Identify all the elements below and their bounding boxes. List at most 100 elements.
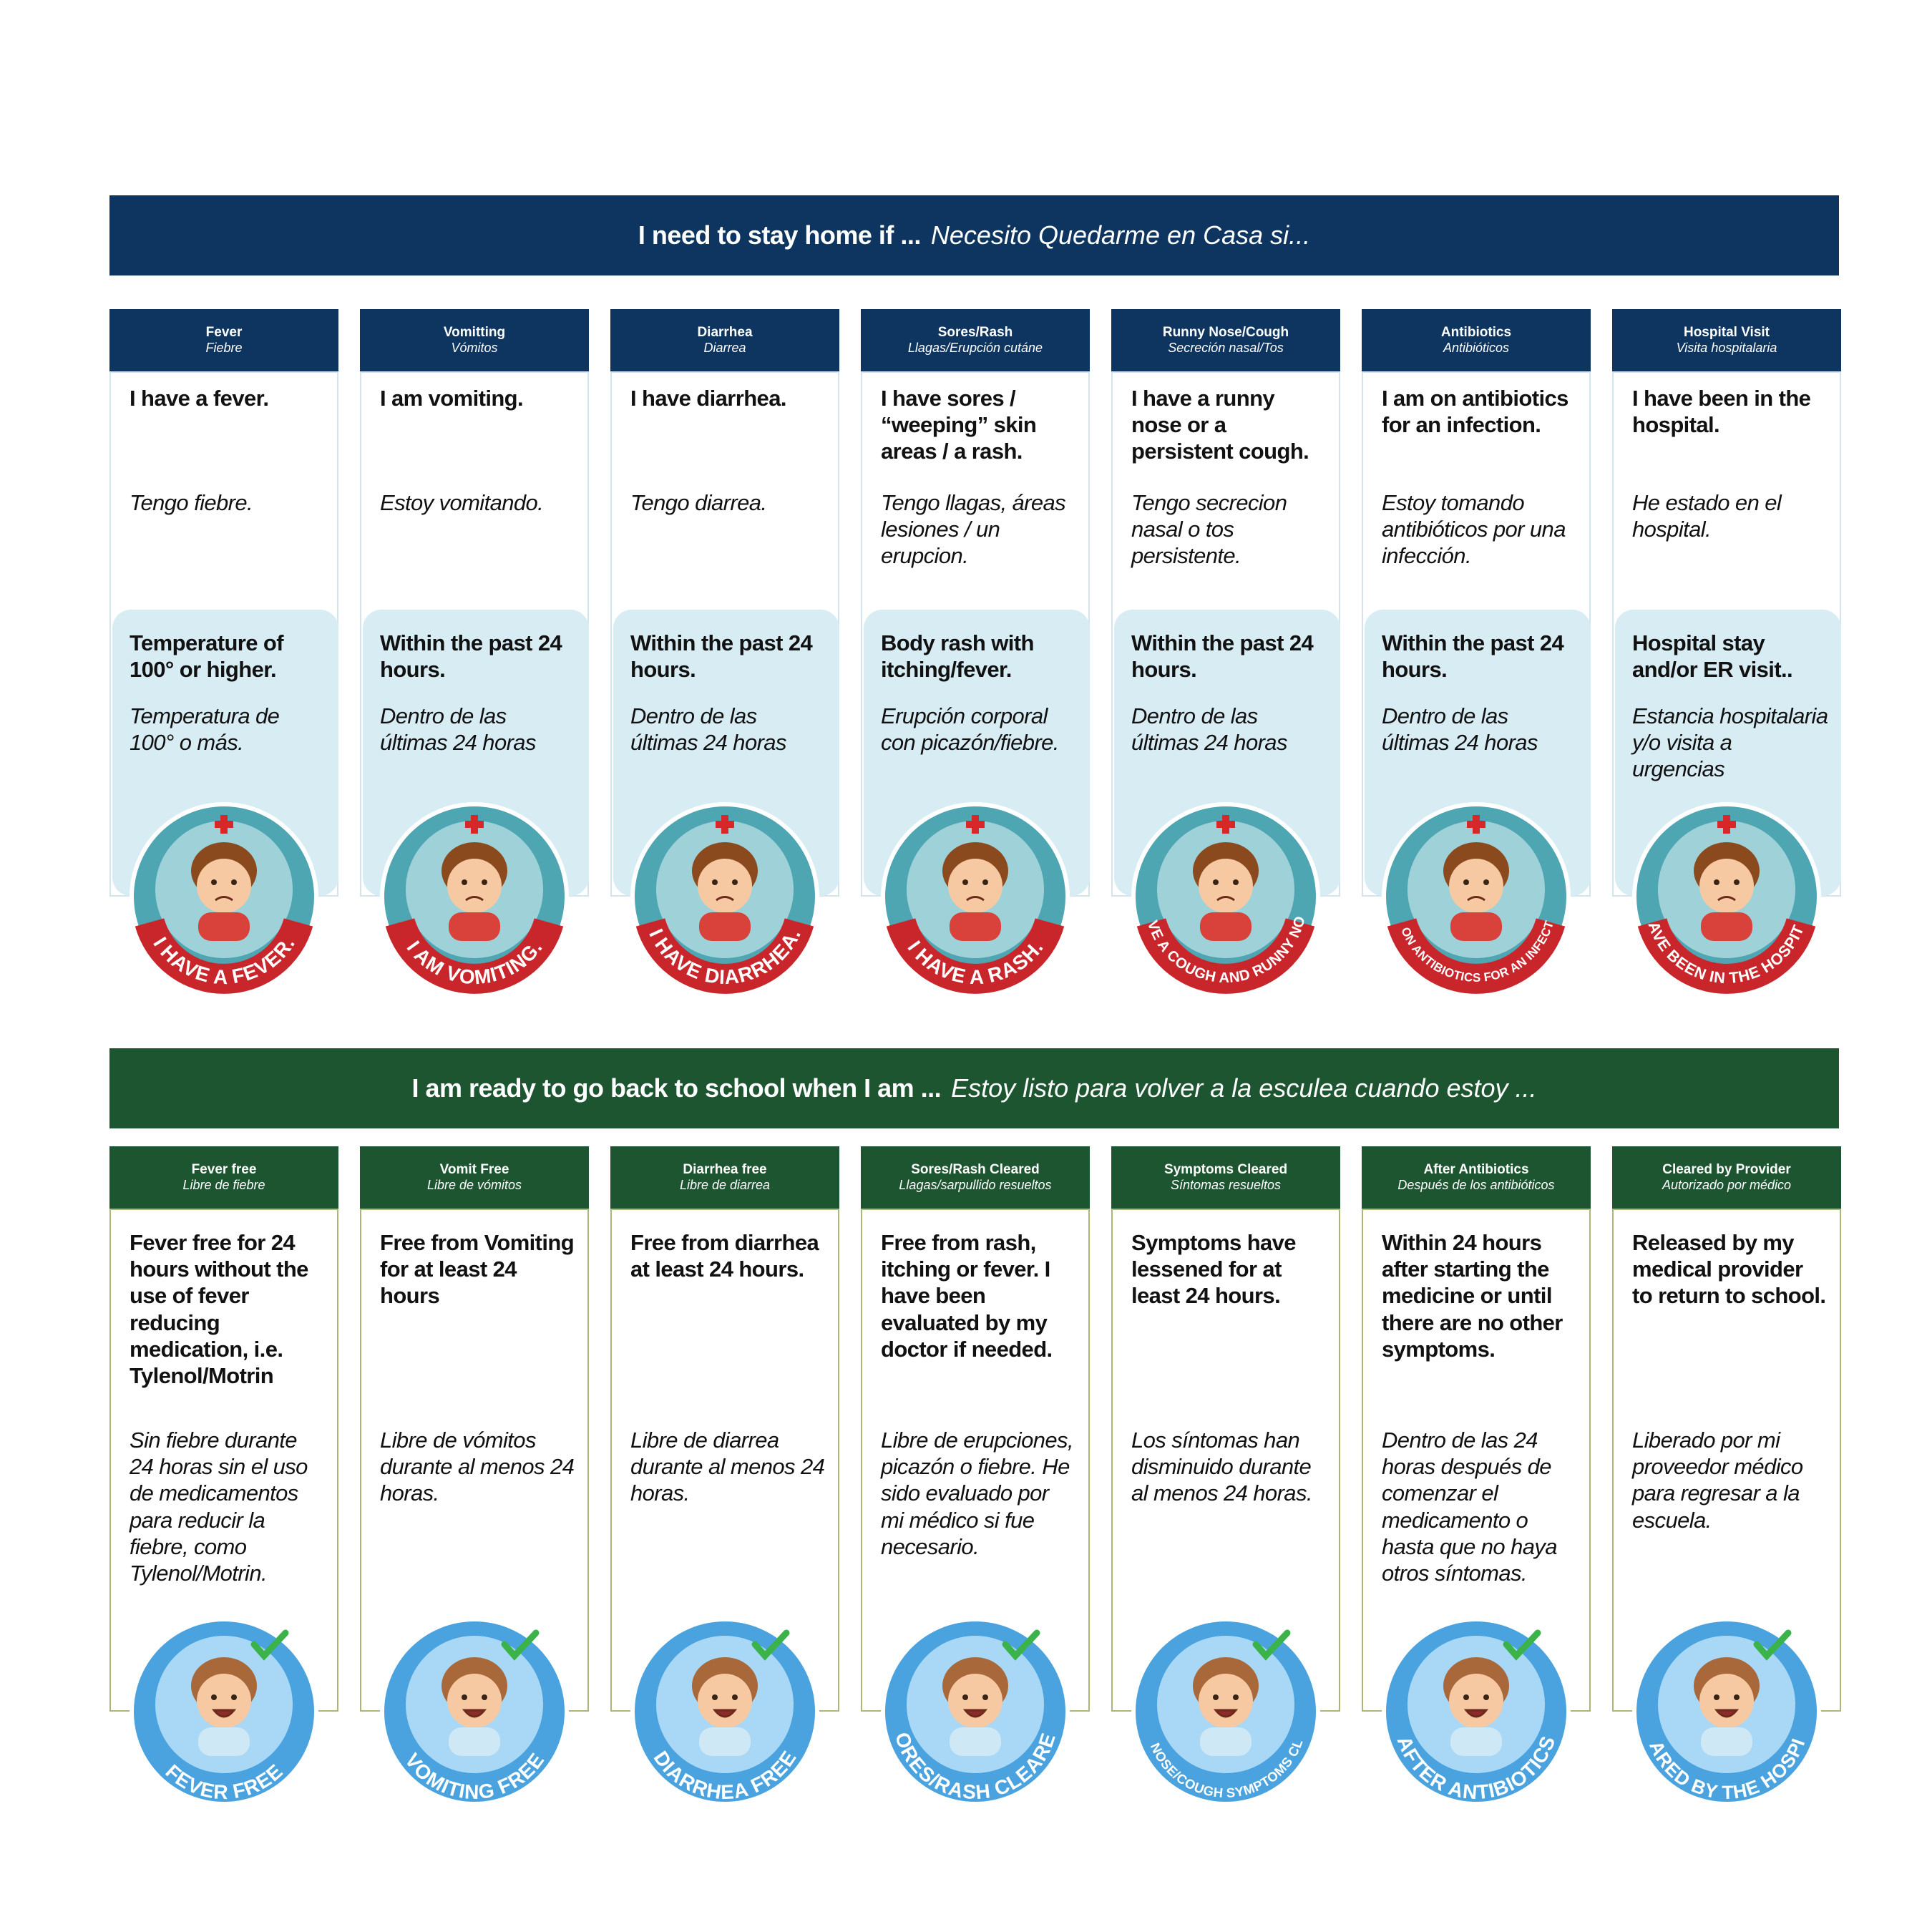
- badge-arc: [635, 917, 814, 994]
- card-title-english: Vomit Free: [439, 1162, 509, 1178]
- mouth: [962, 1709, 988, 1718]
- body: [1200, 1727, 1252, 1756]
- badge: I HAVE A COUGH AND RUNNY NOSE.: [1121, 788, 1320, 994]
- card-header: Hospital Visit Visita hospitalaria: [1612, 309, 1841, 371]
- card-title-spanish: Libre de fiebre: [182, 1178, 265, 1193]
- face: [698, 1674, 752, 1728]
- cross: [1216, 821, 1235, 828]
- body: [198, 912, 250, 941]
- statement-spanish: Tengo fiebre.: [130, 490, 253, 515]
- statement-spanish: Tengo diarrea.: [630, 490, 767, 515]
- eye: [982, 1694, 988, 1700]
- eye: [732, 879, 738, 885]
- statement-spanish: Tengo secrecion nasal o tos persistente.: [1131, 490, 1287, 569]
- eye: [231, 879, 237, 885]
- eye: [732, 1694, 738, 1700]
- body: [699, 912, 751, 941]
- card-header: Fever free Libre de fiebre: [109, 1146, 338, 1209]
- face: [948, 859, 1002, 913]
- card-title-english: Cleared by Provider: [1662, 1162, 1791, 1178]
- criteria-spanish: Estancia hospitalaria y/o visita a urgen…: [1632, 703, 1828, 782]
- card-title-spanish: Autorizado por médico: [1662, 1178, 1792, 1193]
- criteria-spanish: Dentro de las últimas 24 horas: [1131, 703, 1287, 756]
- card-header: Symptoms Cleared Síntomas resueltos: [1111, 1146, 1340, 1209]
- eye: [712, 879, 718, 885]
- card-title-spanish: Libre de diarrea: [679, 1178, 771, 1193]
- card-title-spanish: Llagas/Erupción cutáne: [907, 341, 1043, 356]
- cross: [716, 821, 734, 828]
- card-title-spanish: Diarrea: [703, 341, 746, 356]
- card-header: Fever Fiebre: [109, 309, 338, 371]
- statement-english: Symptoms have lessened for at least 24 h…: [1131, 1230, 1297, 1309]
- badge: CLEARED BY THE HOSPITAL: [1619, 1599, 1821, 1806]
- face: [948, 1674, 1002, 1728]
- eye: [231, 1694, 237, 1700]
- badge-arc: [1136, 917, 1315, 994]
- cross: [215, 821, 233, 828]
- body: [1200, 912, 1252, 941]
- body: [449, 912, 500, 941]
- body: [699, 1727, 751, 1756]
- card-title-spanish: Llagas/sarpullido resueltos: [899, 1178, 1052, 1193]
- criteria-spanish: Temperatura de 100° o más.: [130, 703, 280, 756]
- body: [1450, 1727, 1502, 1756]
- card-header: Vomit Free Libre de vómitos: [360, 1146, 589, 1209]
- card-header: Vomitting Vómitos: [360, 309, 589, 371]
- card-title-english: Vomitting: [443, 325, 506, 341]
- eye: [1483, 879, 1489, 885]
- body: [1701, 912, 1752, 941]
- eye: [1734, 1694, 1740, 1700]
- mouth: [462, 1709, 487, 1718]
- criteria-english: Body rash with itching/fever.: [881, 630, 1034, 683]
- eye: [1213, 1694, 1219, 1700]
- badge-arc: [135, 917, 313, 994]
- criteria-spanish: Dentro de las últimas 24 horas: [630, 703, 786, 756]
- badge: FEVER FREE: [130, 1617, 318, 1806]
- face: [1199, 1674, 1253, 1728]
- eye: [1213, 879, 1219, 885]
- mouth: [1714, 1709, 1740, 1718]
- body: [449, 1727, 500, 1756]
- statement-spanish: Tengo llagas, áreas lesiones / un erupci…: [881, 490, 1066, 569]
- body: [950, 1727, 1001, 1756]
- eye: [1233, 879, 1239, 885]
- mouth: [716, 896, 734, 902]
- body: [1701, 1727, 1752, 1756]
- card-title-english: Diarrhea free: [683, 1162, 767, 1178]
- eye: [1233, 1694, 1239, 1700]
- card-header: Antibiotics Antibióticos: [1362, 309, 1591, 371]
- banner-spanish: Estoy listo para volver a la esculea cua…: [951, 1073, 1537, 1103]
- eye: [962, 1694, 968, 1700]
- statement-spanish: Libre de vómitos durante al menos 24 hor…: [380, 1428, 575, 1506]
- badge-arc: [1637, 917, 1816, 994]
- criteria-english: Within the past 24 hours.: [630, 630, 813, 683]
- card-title-spanish: Síntomas resueltos: [1170, 1178, 1282, 1193]
- eye: [1463, 879, 1469, 885]
- card-title-english: Runny Nose/Cough: [1162, 325, 1289, 341]
- card-title-english: Sores/Rash Cleared: [911, 1162, 1040, 1178]
- card-title-english: After Antibiotics: [1423, 1162, 1529, 1178]
- mouth: [1467, 896, 1485, 902]
- mouth: [1717, 896, 1736, 902]
- badge: AFTER ANTIBIOTICS: [1382, 1617, 1571, 1806]
- criteria-spanish: Erupción corporal con picazón/fiebre.: [881, 703, 1059, 756]
- badge: SORES/RASH CLEARED: [868, 1599, 1070, 1806]
- eye: [482, 879, 487, 885]
- mouth: [1463, 1709, 1489, 1718]
- face: [1699, 859, 1754, 913]
- cross: [465, 821, 484, 828]
- check: [1002, 1629, 1040, 1661]
- criteria-english: Within the past 24 hours.: [1382, 630, 1564, 683]
- eye: [1734, 879, 1740, 885]
- body: [1450, 912, 1502, 941]
- criteria-english: Within the past 24 hours.: [1131, 630, 1314, 683]
- mouth: [1213, 1709, 1239, 1718]
- face: [1449, 1674, 1503, 1728]
- statement-english: I have a runny nose or a persistent coug…: [1131, 386, 1309, 464]
- face: [698, 859, 752, 913]
- statement-english: I am on antibiotics for an infection.: [1382, 386, 1568, 438]
- mouth: [215, 896, 233, 902]
- banner-spanish: Necesito Quedarme en Casa si...: [930, 220, 1311, 250]
- eye: [462, 1694, 467, 1700]
